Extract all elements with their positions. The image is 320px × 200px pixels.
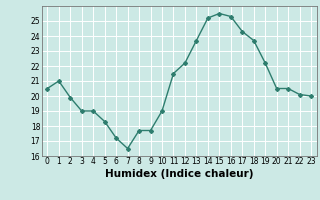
X-axis label: Humidex (Indice chaleur): Humidex (Indice chaleur) <box>105 169 253 179</box>
